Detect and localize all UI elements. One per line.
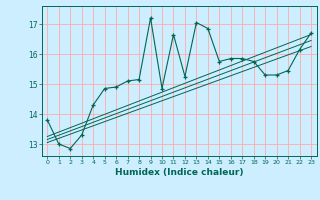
X-axis label: Humidex (Indice chaleur): Humidex (Indice chaleur) xyxy=(115,168,244,177)
